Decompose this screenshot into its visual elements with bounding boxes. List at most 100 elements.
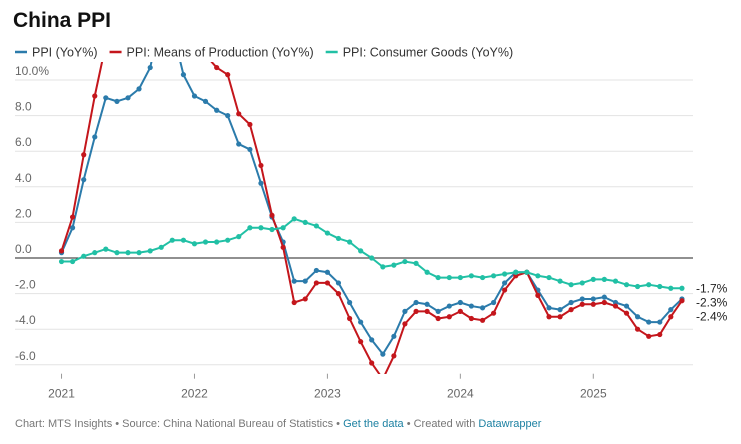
data-point [380,264,386,270]
data-point [324,230,331,236]
data-point [513,269,519,275]
created-with: • Created with [406,418,476,430]
value-label: -1.7% [696,281,728,295]
y-tick-label: 4.0 [15,171,32,185]
data-point [313,280,319,286]
data-point [214,107,220,113]
data-point [502,271,508,277]
data-point [225,113,231,119]
data-point [258,180,264,186]
legend-label: PPI (YoY%) [32,46,98,60]
data-point [324,280,331,286]
data-point [579,301,585,307]
data-point [457,299,463,306]
data-point [502,287,508,293]
data-point [435,315,441,322]
data-point [646,319,652,325]
data-point [214,239,220,245]
x-tick-label: 2023 [314,387,341,401]
data-point [601,294,607,300]
data-point [92,93,98,99]
data-point [479,274,486,281]
footer: Chart: MTS Insights • Source: China Nati… [15,418,541,430]
credit-link[interactable]: Datawrapper [478,418,542,430]
data-point [579,280,585,286]
y-tick-label: 6.0 [15,135,32,149]
data-point [413,260,419,266]
value-label: -2.3% [696,295,728,309]
data-point [590,296,596,302]
data-point [668,307,674,313]
data-point [247,225,253,231]
data-point [369,360,375,366]
data-point [623,282,630,288]
data-point [435,274,441,281]
data-point [136,250,142,256]
data-point [513,273,519,279]
data-point [291,278,297,284]
data-point [413,299,419,306]
chart: China PPI PPI (YoY%) PPI: Means of Produc… [13,9,728,401]
data-point [657,319,663,325]
data-point [347,239,353,245]
data-point [468,273,474,279]
data-point [269,212,275,218]
data-point [457,274,463,281]
data-point [69,258,76,265]
data-point [180,72,187,78]
data-point [169,237,175,243]
data-point [402,258,408,265]
data-point [502,280,508,286]
data-point [358,339,364,345]
data-point [568,299,574,306]
y-tick-label: -4.0 [15,313,36,327]
data-point [335,280,342,286]
y-tick-label: 8.0 [15,100,32,114]
data-point [147,248,153,254]
value-label: -2.4% [696,309,728,323]
data-point [324,269,331,275]
data-point [81,152,87,158]
data-point [69,214,76,220]
data-point [457,308,463,314]
data-point [247,121,253,128]
data-point [291,299,297,306]
data-point [81,253,87,259]
data-point [358,248,364,254]
data-point [612,278,619,284]
data-point [568,282,574,288]
data-point [269,226,275,233]
data-point [446,303,452,309]
data-point [590,301,596,307]
data-point [214,64,220,71]
data-point [136,86,142,92]
data-point [623,310,630,316]
data-point [302,278,308,284]
data-point [623,303,630,309]
data-point [347,299,353,306]
data-point [125,250,131,256]
data-point [302,219,308,225]
data-point [202,239,209,245]
data-point [236,111,242,117]
end-labels: -1.7%-2.3%-2.4% [696,281,728,323]
chart-title: China PPI [13,9,111,32]
legend: PPI (YoY%) PPI: Means of Production (YoY%… [15,46,513,60]
data-point [92,250,98,256]
data-point [490,273,497,279]
legend-label: PPI: Means of Production (YoY%) [127,46,314,60]
data-point [58,248,65,254]
data-point [657,283,663,290]
y-tick-label: 10.0% [15,64,49,78]
x-tick-label: 2022 [181,387,208,401]
get-data-link[interactable]: Get the data [343,418,404,430]
data-point [358,319,364,325]
data-point [424,301,430,307]
data-point [479,317,486,323]
data-point [92,134,98,140]
data-point [114,250,120,256]
data-point [557,278,563,284]
data-point [668,285,674,291]
data-point [202,98,209,104]
